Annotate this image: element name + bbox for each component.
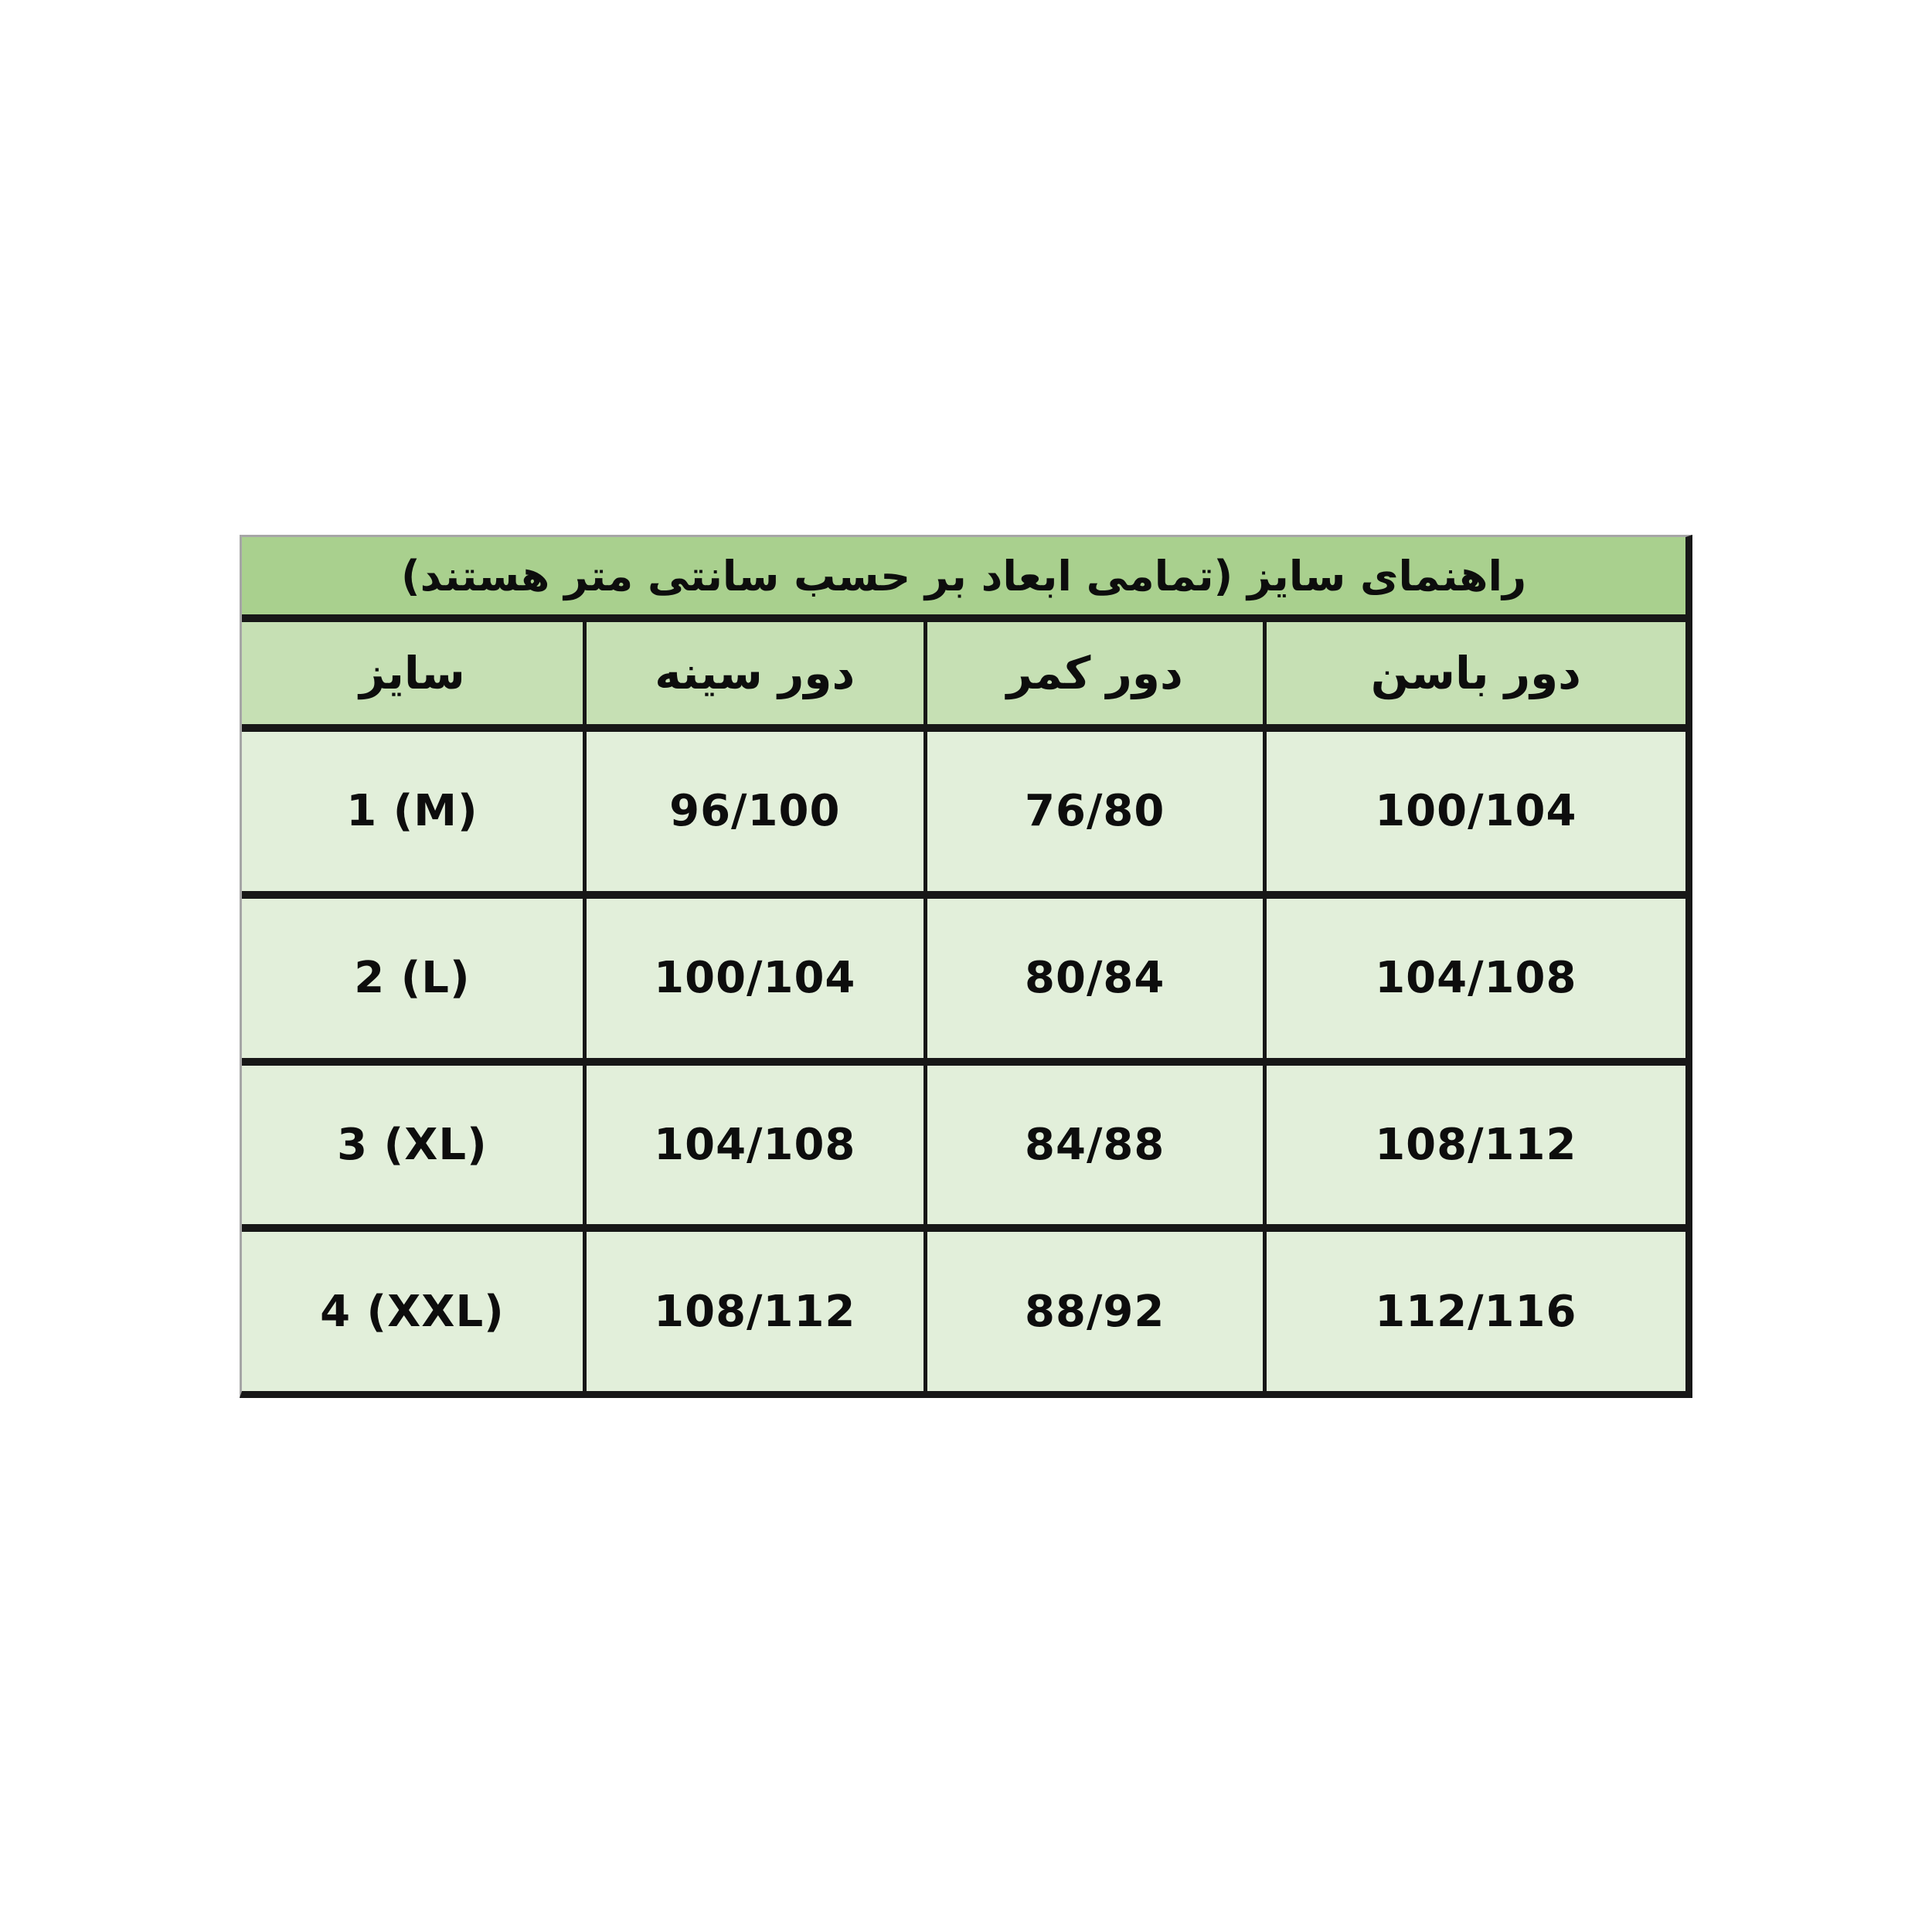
- size-guide-table: راهنمای سایز (تمامی ابعاد بر حسب سانتی م…: [240, 535, 1692, 1398]
- cell-waist: 80/84: [923, 898, 1263, 1058]
- cell-size: 4 (XXL): [320, 1286, 505, 1337]
- column-header-waist: دور کمر: [923, 622, 1263, 724]
- table-row: 4 (XXL) 108/112 88/92 112/116: [242, 1224, 1685, 1391]
- cell-waist: 84/88: [923, 1065, 1263, 1225]
- size-guide-title: راهنمای سایز (تمامی ابعاد بر حسب سانتی م…: [242, 537, 1685, 614]
- cell-size: 1 (M): [346, 786, 478, 837]
- column-header-bust: دور سینه: [582, 622, 923, 724]
- table-row: 2 (L) 100/104 80/84 104/108: [242, 890, 1685, 1058]
- cell-hip: 104/108: [1262, 898, 1685, 1058]
- cell-size: 2 (L): [354, 953, 471, 1004]
- cell-waist: 88/92: [923, 1232, 1263, 1391]
- cell-bust: 100/104: [582, 898, 923, 1058]
- cell-hip: 100/104: [1262, 732, 1685, 891]
- cell-hip: 112/116: [1262, 1232, 1685, 1391]
- cell-size: 3 (XL): [337, 1119, 488, 1170]
- cell-waist: 76/80: [923, 732, 1263, 891]
- table-header-row: سایز دور سینه دور کمر دور باسن: [242, 614, 1685, 724]
- cell-bust: 104/108: [582, 1065, 923, 1225]
- table-row: 3 (XL) 104/108 84/88 108/112: [242, 1057, 1685, 1225]
- table-row: 1 (M) 96/100 76/80 100/104: [242, 724, 1685, 891]
- column-header-size: سایز: [359, 647, 465, 699]
- cell-bust: 108/112: [582, 1232, 923, 1391]
- cell-bust: 96/100: [582, 732, 923, 891]
- cell-hip: 108/112: [1262, 1065, 1685, 1225]
- column-header-hip: دور باسن: [1262, 622, 1685, 724]
